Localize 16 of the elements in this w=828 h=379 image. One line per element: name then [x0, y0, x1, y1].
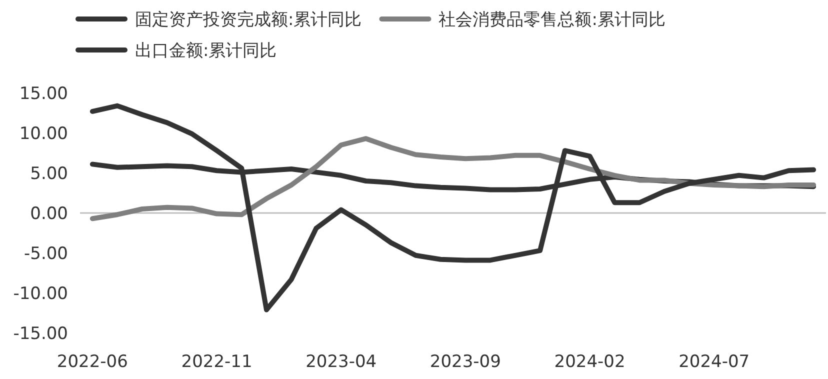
y-tick-label: 5.00 — [30, 164, 68, 184]
x-tick-label: 2022-06 — [56, 352, 128, 372]
y-tick-label: -5.00 — [24, 244, 68, 264]
x-tick-label: 2023-09 — [430, 352, 501, 372]
y-tick-label: -10.00 — [13, 284, 68, 304]
y-tick-label: 0.00 — [30, 204, 68, 224]
x-tick-label: 2024-02 — [554, 352, 626, 372]
y-tick-label: 10.00 — [19, 124, 68, 144]
x-tick-label: 2023-04 — [306, 352, 377, 372]
y-tick-label: -15.00 — [13, 324, 68, 344]
x-tick-label: 2024-07 — [678, 352, 750, 372]
legend-label: 社会消费品零售总额:累计同比 — [438, 10, 666, 30]
legend-label: 出口金额:累计同比 — [135, 41, 277, 61]
y-tick-label: 15.00 — [19, 84, 68, 104]
x-tick-label: 2022-11 — [181, 352, 252, 372]
legend-label: 固定资产投资完成额:累计同比 — [135, 10, 362, 30]
